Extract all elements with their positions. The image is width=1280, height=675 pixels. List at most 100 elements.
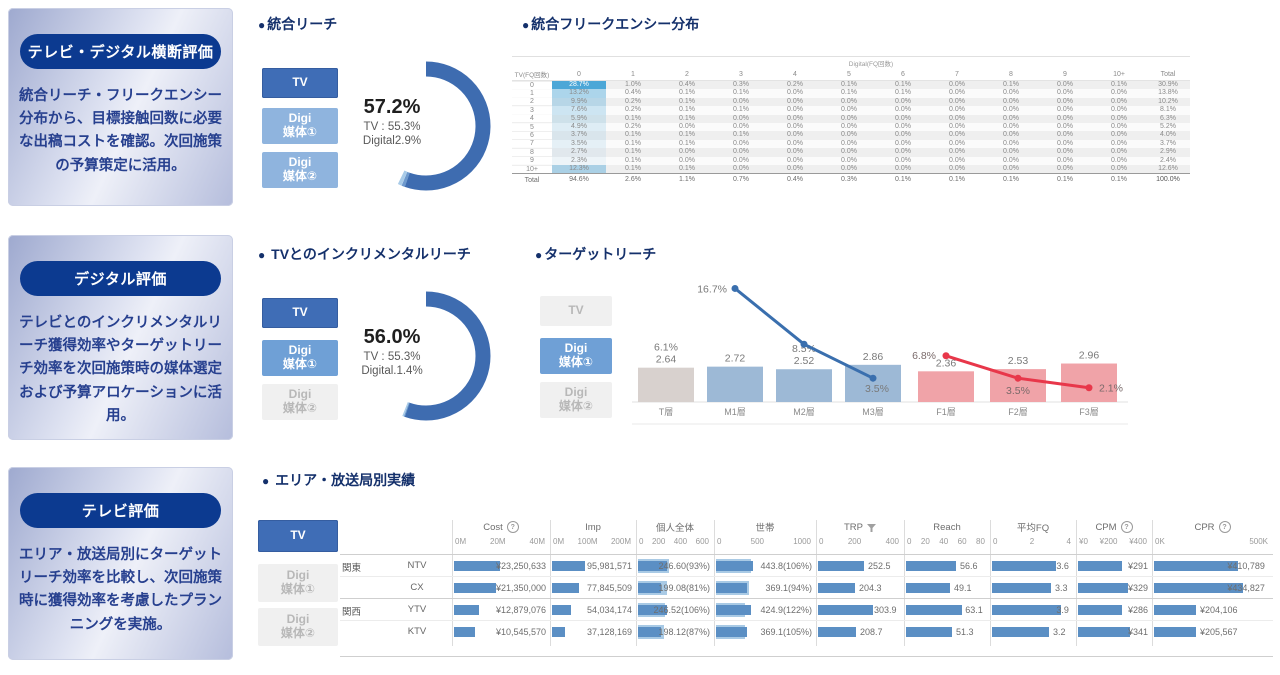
value-bar-setai[interactable] [716,583,747,593]
value-bar-reach[interactable] [906,561,956,571]
male-reach-line-point[interactable] [731,284,739,292]
female-reach-line-point[interactable] [1085,384,1093,392]
value-bar-cpm[interactable] [1078,605,1122,615]
value-bar-setai[interactable] [716,561,753,571]
value-bar-trp[interactable] [818,583,855,593]
value-bar-reach[interactable] [906,583,950,593]
freq-cell: 0.1% [895,176,911,184]
value-bar-fq[interactable] [992,583,1051,593]
value-bar-kojin[interactable] [638,605,667,615]
value-bar-cpm[interactable] [1078,627,1130,637]
station-label[interactable]: YTV [407,604,427,615]
axis-tick: 2 [1029,537,1035,546]
bar-M1層[interactable] [707,366,763,402]
bar-M2層[interactable] [776,369,832,402]
value-bar-fq[interactable] [992,561,1056,571]
value-bar-imp[interactable] [552,627,565,637]
value-bar-fq[interactable] [992,605,1061,615]
target-reach-chart[interactable]: 2.64 T層 2.72 M1層 2.52 M2層 2.86 M3層 2.36 F1層 2.53 F2… [630,252,1130,430]
value-bar-cpr[interactable] [1154,627,1196,637]
target-button-tv[interactable]: TV [540,296,612,326]
value-bar-trp[interactable] [818,605,873,615]
value-bar-cost[interactable] [454,561,500,571]
value-bar-kojin[interactable] [638,627,661,637]
value-bar-kojin[interactable] [638,561,667,571]
value-bar-reach[interactable] [906,605,962,615]
value-bar-imp[interactable] [552,583,579,593]
value-bar-setai[interactable] [716,627,747,637]
performance-button-digi2[interactable]: Digi 媒体② [258,608,338,646]
integrated-button-digi1[interactable]: Digi 媒体① [262,108,338,144]
value-bar-cost[interactable] [454,583,496,593]
freq-cell: 0.1% [1111,81,1127,88]
freq-cell: 0.0% [841,156,857,164]
axis-tick: ¥0 [1079,537,1088,546]
value-bar-cpr[interactable] [1154,583,1243,593]
female-reach-line-point[interactable] [1014,374,1022,382]
value-label-cpm: ¥341 [1127,627,1148,637]
female-reach-line-point[interactable] [942,352,950,360]
value-bar-setai[interactable] [716,605,751,615]
male-reach-line-point[interactable] [869,374,877,382]
trp-filter-icon[interactable] [867,523,876,532]
value-bar-cpr[interactable] [1154,561,1238,571]
bar-T層[interactable] [638,367,694,402]
freq-cell: 0.1% [733,89,749,97]
value-bar-trp[interactable] [818,561,864,571]
help-icon[interactable]: ? [1218,521,1231,533]
value-bar-cost[interactable] [454,605,479,615]
help-icon[interactable]: ? [1120,521,1133,533]
bar-F3層[interactable] [1061,363,1117,402]
integrated-reach-digital: Digital2.9% [362,135,422,147]
pct-label: 3.5% [865,383,889,395]
target-button-digi2[interactable]: Digi 媒体② [540,382,612,418]
incremental-reach-donut[interactable]: 56.0% TV : 55.3% Digital.1.4% [352,282,500,430]
target-button-digi1[interactable]: Digi 媒体① [540,338,612,374]
performance-button-digi1[interactable]: Digi 媒体① [258,564,338,602]
freq-cell: 0.0% [1003,139,1019,147]
value-bar-kojin[interactable] [638,583,661,593]
value-bar-imp[interactable] [552,605,571,615]
integrated-button-digi2[interactable]: Digi 媒体② [262,152,338,188]
performance-button-tv[interactable]: TV [258,520,338,552]
incremental-button-tv[interactable]: TV [262,298,338,328]
station-label[interactable]: KTV [407,626,427,637]
freq-row-label: 9 [512,157,552,165]
donut2-segment-2[interactable] [353,283,499,429]
value-bar-cpm[interactable] [1078,583,1128,593]
freq-cell: 0.0% [949,139,965,147]
perf-col-header-fq: 平均FQ [990,520,1076,534]
perf-axis-ticks: 0M 100M 200M [553,537,631,548]
value-label-kojin: 246.52(106%) [653,605,710,615]
value-bar-cpr[interactable] [1154,605,1196,615]
value-bar-reach[interactable] [906,627,952,637]
freq-cell: 2.6% [625,176,641,184]
donut1-segment-1[interactable] [353,53,498,198]
male-reach-line-point[interactable] [800,340,808,348]
bar-F2層[interactable] [990,369,1046,402]
donut1-segment-0[interactable] [361,61,491,191]
value-bar-cost[interactable] [454,627,475,637]
freq-cell: 0.4% [787,176,803,184]
value-bar-cpm[interactable] [1078,561,1122,571]
bar-F1層[interactable] [918,371,974,402]
freq-row-10+: 10+ 12.3% 0.1% 0.1% 0.0% 0.0% 0.0% 0.0% 0.0% 0.0%… [512,164,1190,174]
incremental-button-digi2[interactable]: Digi 媒体② [262,384,338,420]
freq-col-header: 9 [1063,70,1067,78]
integrated-button-tv[interactable]: TV [262,68,338,98]
value-bar-trp[interactable] [818,627,856,637]
donut2-segment-0[interactable] [361,291,491,421]
freq-cell: 0.0% [1057,156,1073,164]
value-bar-imp[interactable] [552,561,585,571]
value-bar-fq[interactable] [992,627,1049,637]
integrated-reach-donut[interactable]: 57.2% TV : 55.3% Digital2.9% [352,52,500,200]
bar-M3層[interactable] [845,364,901,402]
freq-cell: 0.0% [1003,164,1019,172]
donut2-segment-1[interactable] [353,283,498,428]
help-icon[interactable]: ? [506,521,519,533]
axis-tick: 100M [577,537,598,546]
station-label[interactable]: CX [410,582,424,593]
incremental-button-digi1[interactable]: Digi 媒体① [262,340,338,376]
perf-bottom-border [340,656,1273,657]
station-label[interactable]: NTV [407,560,427,571]
